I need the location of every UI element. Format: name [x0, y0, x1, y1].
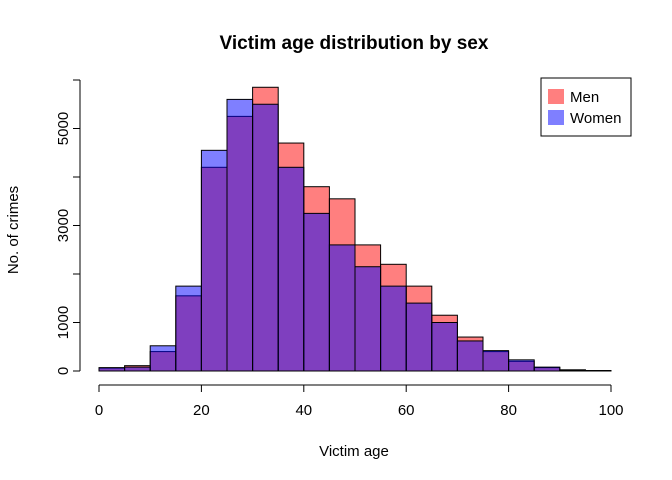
bar-women-bin-13	[431, 322, 458, 372]
bar-women-bin-8	[303, 212, 330, 372]
x-axis-label: Victim age	[319, 443, 389, 460]
legend-label-women: Women	[570, 110, 621, 127]
bars-layer	[98, 86, 612, 372]
bar-women-bin-6	[252, 103, 279, 372]
legend-label-men: Men	[570, 89, 599, 106]
bar-women-bin-18	[559, 369, 586, 372]
x-tick-label-0: 0	[95, 402, 103, 419]
bar-women-bin-4	[200, 149, 228, 372]
y-tick-label-0: 0	[55, 367, 72, 375]
y-tick-label-5000: 5000	[55, 112, 72, 145]
x-tick-label-60: 60	[398, 402, 415, 419]
x-tick-label-40: 40	[295, 402, 312, 419]
bar-women-bin-0	[98, 367, 126, 372]
legend: Men Women	[540, 77, 632, 137]
legend-box	[540, 77, 632, 137]
legend-swatch-women	[548, 110, 564, 125]
x-tick-label-20: 20	[193, 402, 210, 419]
bar-women-bin-11	[380, 285, 407, 372]
bar-women-bin-3	[175, 285, 202, 372]
legend-swatch-men	[548, 89, 564, 104]
x-tick-label-100: 100	[598, 402, 623, 419]
chart-title: Victim age distribution by sex	[220, 33, 489, 54]
bar-women-bin-1	[124, 366, 151, 372]
bar-women-bin-7	[277, 166, 305, 372]
x-axis: 0 20 40 60 80 100	[95, 384, 624, 419]
bar-women-bin-10	[354, 266, 382, 372]
y-axis-label: No. of crimes	[5, 186, 22, 274]
y-tick-label-3000: 3000	[55, 209, 72, 242]
bar-women-bin-14	[456, 340, 484, 372]
bar-women-bin-17	[533, 366, 561, 372]
bar-women-bin-9	[328, 244, 356, 372]
x-tick-label-80: 80	[500, 402, 517, 419]
bar-women-bin-16	[508, 359, 535, 372]
y-tick-label-1000: 1000	[55, 306, 72, 339]
y-axis: 0 1000 3000 5000	[55, 79, 81, 375]
bar-women-bin-15	[482, 350, 510, 372]
bar-women-bin-12	[405, 302, 433, 372]
bar-women-bin-2	[149, 345, 177, 372]
bar-women-bin-5	[226, 98, 254, 372]
